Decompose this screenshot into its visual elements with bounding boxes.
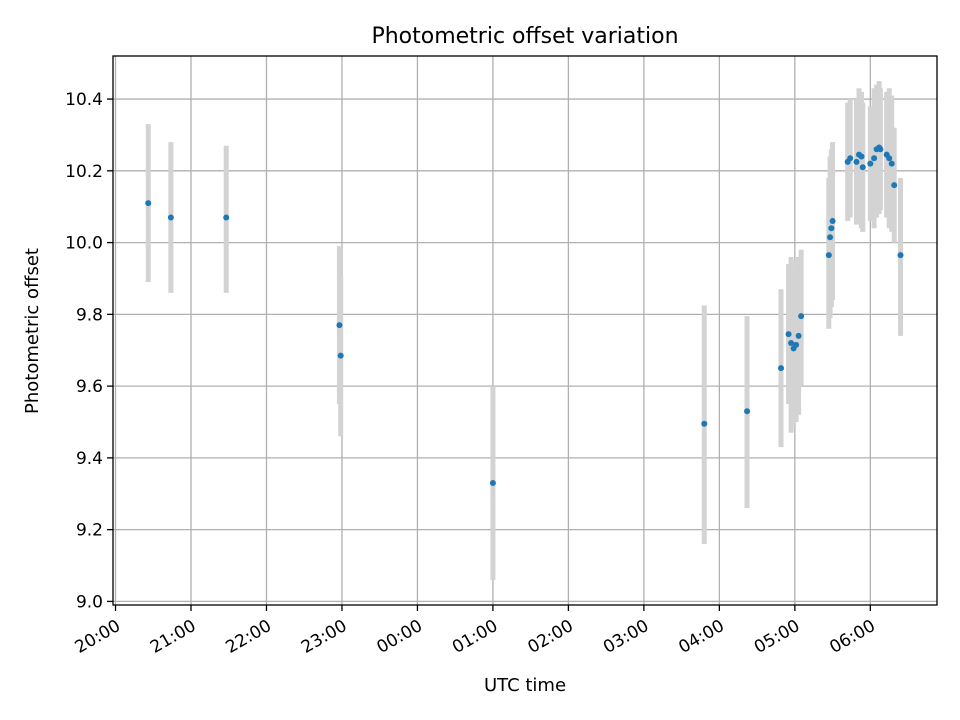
y-tick-label: 10.0 (65, 234, 103, 254)
data-point (701, 420, 708, 427)
y-axis-ticks: 9.0 9.2 9.4 9.6 9.8 10.0 10.2 10.4 (65, 90, 113, 612)
data-point (886, 155, 893, 162)
data-point (223, 214, 230, 221)
data-point (778, 365, 785, 372)
data-point (877, 146, 884, 153)
y-tick-label: 9.8 (76, 305, 103, 325)
data-point (847, 155, 854, 162)
plot-frame (112, 55, 938, 606)
data-point (336, 322, 343, 329)
data-point (828, 225, 835, 232)
data-point (788, 340, 795, 347)
data-point (167, 214, 174, 221)
data-point (798, 313, 805, 320)
y-tick-label: 9.6 (76, 377, 103, 397)
data-point (853, 158, 860, 165)
y-tick-label: 9.2 (76, 521, 103, 541)
data-point (795, 332, 802, 339)
data-point (337, 352, 344, 359)
data-point (827, 234, 834, 241)
y-tick-label: 10.4 (65, 90, 103, 110)
data-point (785, 331, 792, 338)
data-point (891, 182, 898, 189)
data-point (858, 153, 865, 160)
data-point (825, 252, 832, 259)
data-point (744, 408, 751, 415)
y-tick-label: 9.4 (76, 449, 103, 469)
data-point (793, 341, 800, 348)
chart-title: Photometric offset variation (371, 24, 678, 49)
data-point (145, 200, 152, 207)
data-point (859, 164, 866, 171)
data-point (829, 218, 836, 225)
data-points (145, 144, 904, 486)
data-point (871, 155, 878, 162)
data-point (867, 160, 874, 167)
x-axis-label: UTC time (484, 675, 566, 696)
data-point (897, 252, 904, 259)
y-tick-label: 10.2 (65, 162, 103, 182)
y-axis-label: Photometric offset (22, 248, 43, 414)
data-point (489, 480, 496, 486)
y-tick-label: 9.0 (76, 592, 103, 612)
data-point (888, 160, 895, 167)
